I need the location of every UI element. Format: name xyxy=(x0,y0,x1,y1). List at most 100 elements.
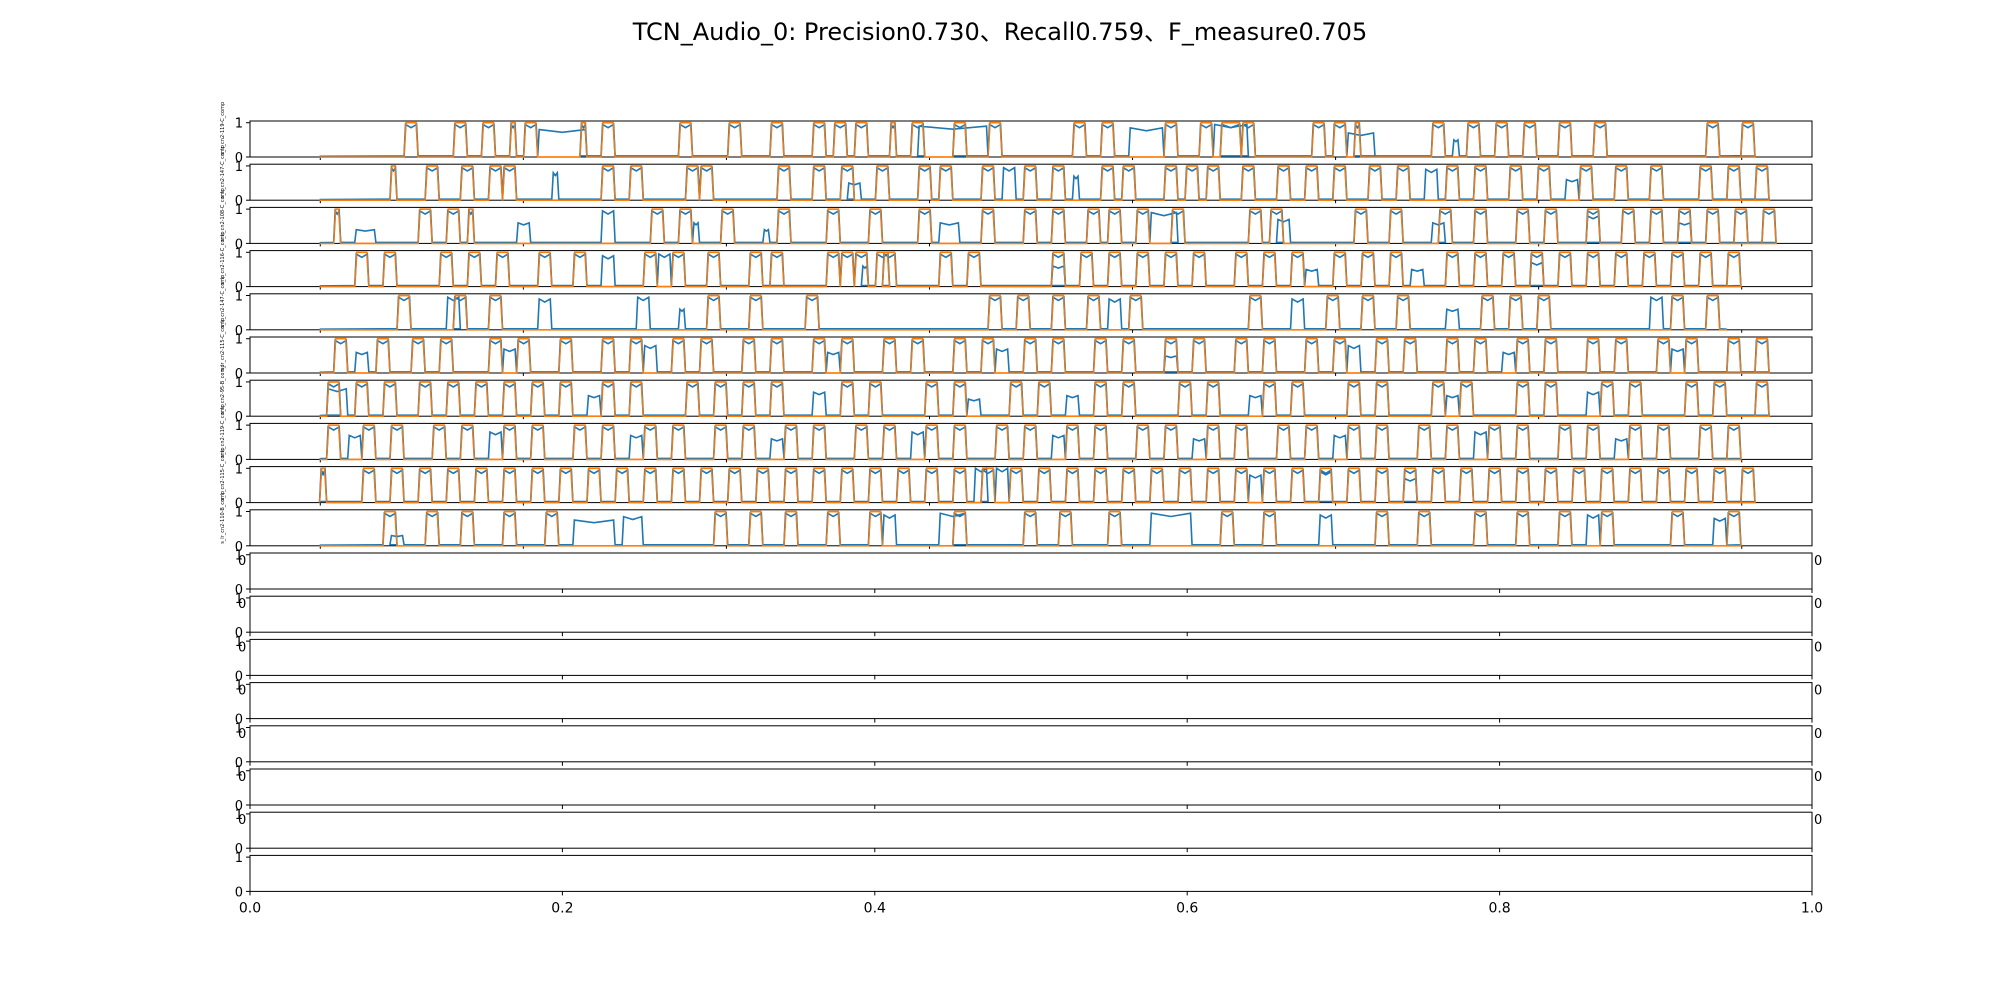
y-tick-label: 1 xyxy=(235,549,243,564)
ground-truth-line xyxy=(319,251,1742,288)
subplot-5 xyxy=(246,293,1813,333)
y-tick-label: 0 xyxy=(235,885,243,900)
subplot-label: s_lr_cn2-147-C_comp xyxy=(220,275,226,328)
ground-truth-line-overlay xyxy=(319,165,1770,201)
x-tick-label-stray-left: 0 xyxy=(238,554,246,569)
figure-title: TCN_Audio_0: Precision0.730、Recall0.759、… xyxy=(632,18,1368,46)
subplot-label: s_lr_cn2-110-B_comp xyxy=(220,491,226,544)
y-tick-label: 1 xyxy=(235,376,243,391)
y-tick-label: 1 xyxy=(235,592,243,607)
subplot-frame xyxy=(249,595,1813,633)
y-tick-label: 0 xyxy=(235,713,243,728)
y-tick-label: 1 xyxy=(235,246,243,261)
x-tick-label-stray-left: 0 xyxy=(238,640,246,655)
subplot-frame xyxy=(249,293,1813,331)
x-tick-label-stray-right: 0 xyxy=(1814,770,1822,785)
subplot-label: s_lr_cn2-116-C_comp xyxy=(220,231,226,284)
subplot-label: s_lr_cn2-119-C_comp xyxy=(220,404,226,457)
x-tick-label-stray-right: 0 xyxy=(1814,597,1822,612)
y-tick-label: 0 xyxy=(235,237,243,252)
y-tick-label: 1 xyxy=(235,333,243,348)
subplot-frame xyxy=(249,552,1813,590)
ground-truth-line xyxy=(319,121,1756,158)
subplot-2 xyxy=(246,163,1813,204)
ground-truth-line-overlay xyxy=(319,381,1770,417)
subplot-frame xyxy=(249,768,1813,806)
subplot-label: s_lr_cn2-115-C_comp xyxy=(220,447,226,500)
ground-truth-line-overlay xyxy=(319,424,1742,461)
ground-truth-line-overlay xyxy=(319,338,1770,374)
prediction-line xyxy=(319,295,1727,330)
ground-truth-line-overlay xyxy=(319,251,1742,288)
subplot-frame xyxy=(249,725,1813,763)
y-tick-label: 1 xyxy=(235,808,243,823)
subplot-7 xyxy=(246,379,1813,420)
x-tick-label-stray-left: 0 xyxy=(238,684,246,699)
subplot-frame xyxy=(249,206,1813,244)
y-tick-label: 0 xyxy=(235,410,243,425)
ground-truth-line-overlay xyxy=(319,122,1756,158)
subplot-label: s_lr_cn2-147-C_comp xyxy=(220,145,226,198)
y-tick-label: 1 xyxy=(235,462,243,477)
y-tick-label: 1 xyxy=(235,506,243,521)
subplot-label: s_lr_cn2-119-C_comp xyxy=(220,102,226,155)
ground-truth-line-overlay xyxy=(318,467,1756,504)
prediction-line xyxy=(319,339,1770,374)
ground-truth-line-overlay xyxy=(319,208,1777,245)
subplot-4 xyxy=(246,250,1813,290)
y-tick-label: 1 xyxy=(235,678,243,693)
x-tick-label-stray-right: 0 xyxy=(1814,727,1822,742)
y-tick-label: 0 xyxy=(235,497,243,512)
x-tick-label: 0.8 xyxy=(1488,900,1510,916)
subplot-label: s_lr_cn2-115-C_comp xyxy=(220,318,226,371)
subplot-6 xyxy=(246,336,1813,376)
subplot-label: s_lr_cn2-95-B_comp xyxy=(220,364,226,414)
y-tick-label: 1 xyxy=(235,290,243,305)
subplot-15 xyxy=(246,725,1813,766)
y-tick-label: 1 xyxy=(235,419,243,434)
prediction-line xyxy=(319,382,1770,417)
subplot-label: s_lr_cn2-108-C_comp xyxy=(220,188,226,241)
subplot-frame xyxy=(249,509,1813,547)
y-tick-label: 1 xyxy=(235,160,243,175)
subplot-frame xyxy=(249,250,1813,288)
y-tick-label: 1 xyxy=(235,203,243,218)
y-tick-label: 0 xyxy=(235,324,243,339)
y-tick-label: 0 xyxy=(235,453,243,468)
x-tick-label: 0.2 xyxy=(551,900,573,916)
ground-truth-line xyxy=(319,165,1770,201)
subplot-3 xyxy=(246,206,1813,247)
subplot-frame xyxy=(249,120,1813,158)
x-tick-label: 0.6 xyxy=(1176,900,1198,916)
x-tick-label-stray-right: 0 xyxy=(1814,640,1822,655)
x-tick-label-stray-left: 0 xyxy=(238,727,246,742)
y-tick-label: 0 xyxy=(235,540,243,555)
subplot-frame xyxy=(249,854,1813,892)
subplot-14 xyxy=(246,682,1813,723)
subplot-18 xyxy=(246,854,1813,896)
subplot-9 xyxy=(246,466,1813,506)
prediction-line xyxy=(319,121,1756,158)
subplot-17 xyxy=(246,811,1813,853)
y-tick-label: 0 xyxy=(235,151,243,166)
x-tick-label: 0.0 xyxy=(239,900,261,916)
y-tick-label: 1 xyxy=(235,765,243,780)
y-tick-label: 1 xyxy=(235,722,243,737)
x-tick-label: 0.4 xyxy=(864,900,886,916)
y-tick-label: 0 xyxy=(235,756,243,771)
x-tick-label-stray-right: 0 xyxy=(1814,684,1822,699)
ground-truth-line-overlay xyxy=(319,510,1742,547)
y-tick-label: 0 xyxy=(235,194,243,209)
ground-truth-line-overlay xyxy=(319,294,1727,331)
subplot-frame xyxy=(249,422,1813,460)
y-tick-label: 1 xyxy=(235,851,243,866)
x-tick-label-stray-left: 0 xyxy=(238,813,246,828)
y-tick-label: 1 xyxy=(235,117,243,132)
prediction-line xyxy=(319,165,1770,201)
y-tick-label: 0 xyxy=(235,626,243,641)
y-tick-label: 0 xyxy=(235,799,243,814)
y-tick-label: 0 xyxy=(235,842,243,857)
subplot-frame xyxy=(249,163,1813,201)
